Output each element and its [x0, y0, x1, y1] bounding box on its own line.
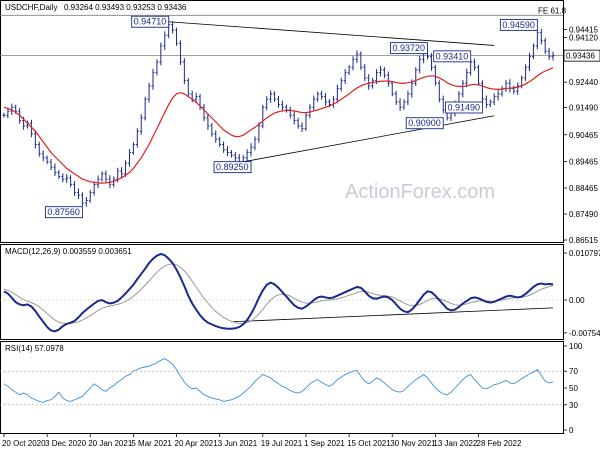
- x-tick-label: 28 Feb 2022: [477, 439, 522, 448]
- x-tick-label: 20 Apr 2021: [175, 439, 219, 448]
- price-annotation-label: 0.93720: [393, 43, 426, 53]
- x-tick-label: 15 Oct 2021: [347, 439, 391, 448]
- macd-line: [3, 252, 554, 333]
- price-annotation-box: [444, 101, 483, 114]
- rsi-y-tick-label: 100: [569, 342, 583, 351]
- rsi-header: RSI(14) 57.0978: [5, 344, 64, 353]
- price-y-tick-label: 0.92440: [569, 78, 598, 87]
- rsi-line: [3, 358, 554, 403]
- macd-trendline-segment: [231, 307, 554, 323]
- price-trendline: [168, 21, 495, 46]
- price-y-tick-label: 0.91490: [569, 103, 598, 112]
- x-tick-label: 20 Oct 2020: [2, 439, 46, 448]
- x-tick-label: 19 Jul 2021: [261, 439, 303, 448]
- price-y-tick-label: 0.90465: [569, 131, 598, 140]
- rsi-y-axis: 100 70 50 30 0: [563, 342, 583, 435]
- price-y-tick-label: 0.86515: [569, 236, 598, 245]
- macd-y-tick-label: 0.00: [569, 296, 585, 305]
- current-price-tag: 0.93436: [563, 49, 600, 62]
- chart-symbol: USDCHF,Daily: [5, 3, 57, 12]
- macd-y-tick-label: -0.007548: [569, 329, 600, 338]
- macd-trendline: [231, 307, 554, 323]
- price-annotation-box: [390, 42, 428, 55]
- x-tick-label: 30 Nov 2021: [390, 439, 436, 448]
- price-annotation-label: 0.87560: [47, 207, 80, 217]
- price-annotation-label: 0.90900: [408, 118, 441, 128]
- rsi-y-tick-label: 70: [569, 367, 578, 376]
- price-annotation-box: [44, 206, 83, 219]
- macd-panel-frame: [0, 244, 564, 340]
- price-y-tick-label: 0.87490: [569, 210, 598, 219]
- chart-ohlc: 0.93264 0.93493 0.93253 0.93436: [64, 3, 187, 12]
- price-panel-frame: [0, 0, 564, 243]
- price-annotation-box: [213, 161, 252, 174]
- x-tick-label: 5 Mar 2021: [131, 439, 172, 448]
- price-annotation-box: [131, 15, 170, 28]
- x-tick-label: 3 Dec 2020: [45, 439, 86, 448]
- moving-average-line: [3, 67, 554, 184]
- price-y-tick-label: 0.89465: [569, 157, 598, 166]
- price-annotation-box: [405, 117, 444, 130]
- price-annotation-box: [499, 18, 538, 31]
- fe-label: FE 61.8: [538, 6, 567, 15]
- price-annotation-label: 0.94590: [502, 20, 535, 30]
- price-annotation-label: 0.89250: [216, 162, 249, 172]
- macd-signal-line: [3, 263, 554, 325]
- price-annotation-label: 0.94710: [134, 17, 167, 27]
- rsi-y-tick-label: 50: [569, 384, 578, 393]
- price-annotation-label: 0.91490: [447, 102, 480, 112]
- x-tick-label: 20 Jan 2021: [88, 439, 133, 448]
- rsi-y-tick-label: 30: [569, 401, 578, 410]
- price-ohlc-bars: [2, 21, 555, 207]
- price-trendlines: [168, 21, 495, 163]
- macd-header: MACD(12,26,9) 0.003559 0.003651: [5, 247, 132, 256]
- price-y-tick-label: 0.94120: [569, 33, 598, 42]
- price-trendline: [243, 115, 495, 163]
- rsi-panel-frame: [0, 341, 564, 434]
- x-tick-label: 3 Jun 2021: [218, 439, 258, 448]
- macd-y-axis: 0.010797 0.00 -0.007548: [563, 249, 600, 338]
- current-price-value: 0.93436: [566, 52, 595, 61]
- price-y-tick-label: 0.88465: [569, 184, 598, 193]
- watermark: ActionForex.com: [345, 181, 495, 203]
- price-annotations: 0.94710 0.87560 0.89250 0.93720 0.93410 0.945…: [44, 15, 538, 219]
- rsi-y-tick-label: 0: [569, 426, 574, 435]
- x-axis: 20 Oct 2020 3 Dec 2020 20 Jan 2021 5 Mar 20…: [2, 434, 522, 448]
- rsi-gridlines: [0, 370, 563, 406]
- price-annotation-label: 0.93410: [436, 51, 469, 61]
- x-tick-label: 13 Jan 2022: [433, 439, 478, 448]
- x-tick-label: 1 Sep 2021: [304, 439, 345, 448]
- price-y-tick-label: 0.94415: [569, 26, 598, 35]
- macd-y-tick-label: 0.010797: [569, 249, 600, 258]
- price-annotation-box: [433, 50, 472, 63]
